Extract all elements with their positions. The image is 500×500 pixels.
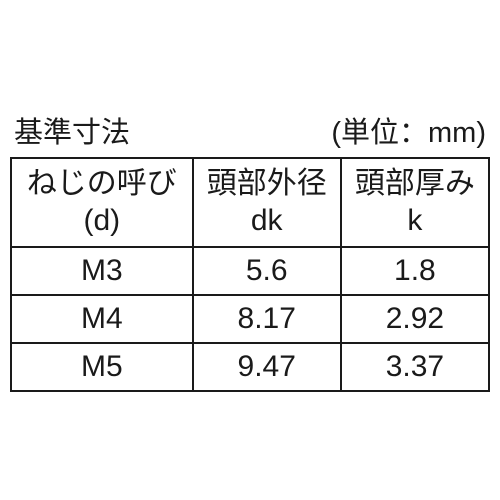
cell-head-thickness: 1.8 — [341, 247, 489, 295]
col-header-thread-size: ねじの呼び (d) — [11, 158, 193, 247]
col-header-line2: k — [407, 204, 422, 237]
cell-head-diameter: 9.47 — [193, 343, 341, 391]
table-header: ねじの呼び (d) 頭部外径 dk 頭部厚み k — [11, 158, 489, 247]
table-row: M3 5.6 1.8 — [11, 247, 489, 295]
table-row: M4 8.17 2.92 — [11, 295, 489, 343]
col-header-line2: dk — [251, 204, 283, 237]
col-header-line1: 頭部外径 — [207, 167, 327, 200]
col-header-line1: ねじの呼び — [27, 167, 177, 200]
cell-thread-size: M4 — [11, 295, 193, 343]
col-header-line1: 頭部厚み — [355, 167, 475, 200]
cell-head-thickness: 3.37 — [341, 343, 489, 391]
cell-head-diameter: 5.6 — [193, 247, 341, 295]
cell-thread-size: M3 — [11, 247, 193, 295]
cell-thread-size: M5 — [11, 343, 193, 391]
col-header-head-diameter: 頭部外径 dk — [193, 158, 341, 247]
col-header-line2: (d) — [83, 204, 120, 237]
col-header-head-thickness: 頭部厚み k — [341, 158, 489, 247]
table-header-row: 基準寸法 (単位：mm) — [10, 109, 490, 151]
cell-head-diameter: 8.17 — [193, 295, 341, 343]
unit-label: (単位：mm) — [331, 109, 486, 151]
table-row: M5 9.47 3.37 — [11, 343, 489, 391]
dimensions-table: ねじの呼び (d) 頭部外径 dk 頭部厚み k M3 5.6 1.8 M4 8… — [10, 157, 490, 392]
table-title: 基準寸法 — [14, 109, 130, 151]
cell-head-thickness: 2.92 — [341, 295, 489, 343]
